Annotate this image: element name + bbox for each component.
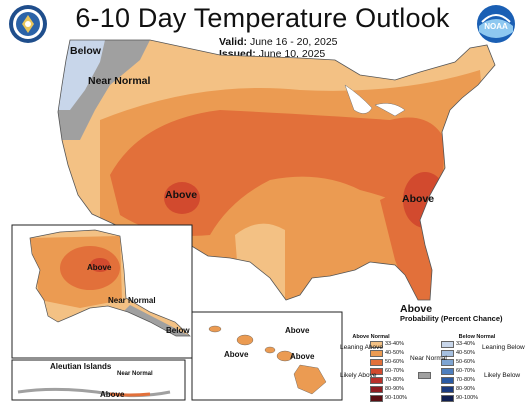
alaska-outline [29,229,191,337]
below-bin-swatch [441,395,454,402]
svg-text:NOAA: NOAA [484,22,508,31]
legend-leaning-below: Leaning Below [482,344,525,351]
above-bin-label: 33-40% [385,341,404,347]
above-bin-swatch [370,341,383,348]
label-hawaii-above-2: Above [224,350,249,359]
below-bin-label: 33-40% [456,341,475,347]
above-bin-swatch [370,377,383,384]
legend-near-normal-label: Near Normal [410,355,447,362]
hawaii-islands [208,325,327,395]
label-near-normal-nw: Near Normal [88,75,151,87]
below-bin-label: 60-70% [456,368,475,374]
label-below-nw: Below [70,45,101,57]
doc-seal-icon [8,4,48,44]
above-bin-swatch [370,386,383,393]
aleutian-above-area [109,392,151,397]
below-bin-label: 80-90% [456,386,475,392]
above-bin-label: 40-50% [385,350,404,356]
label-aleutian-near-normal: Near Normal [117,371,153,377]
below-bin-label: 90-100% [456,395,479,401]
label-aleutian-above: Above [100,390,125,399]
label-alaska-above: Above [87,263,112,272]
above-bin-label: 80-90% [385,386,404,392]
below-bin-label: 40-50% [456,350,475,356]
label-alaska-near-normal: Near Normal [108,296,156,305]
above-bin-label: 50-60% [385,359,404,365]
below-bin-swatch [441,359,454,366]
above-bin-swatch [370,359,383,366]
legend-likely-above: Likely Above [340,372,377,379]
legend-above-header: Above Normal [352,334,390,340]
label-above-east: Above [402,193,435,205]
great-lakes [344,84,406,117]
label-above-west: Above [165,189,198,201]
label-alaska-below: Below [166,326,190,335]
below-bin-label: 50-60% [456,359,475,365]
legend-likely-below: Likely Below [484,372,521,379]
above-bin-label: 90-100% [385,395,408,401]
legend-below-header: Below Normal [458,334,496,340]
noaa-logo-icon: NOAA [476,4,516,44]
below-bin-label: 70-80% [456,377,475,383]
below-bin-swatch [441,350,454,357]
label-hawaii-above-1: Above [285,326,310,335]
above-bin-label: 70-80% [385,377,404,383]
below-bin-swatch [441,341,454,348]
legend-leaning-above: Leaning Above [340,344,384,351]
conus-outline [57,39,496,301]
below-bin-swatch [441,377,454,384]
label-above-south: Above [400,303,433,315]
below-bin-swatch [441,386,454,393]
above-bin-swatch [370,350,383,357]
label-hawaii-above-3: Above [290,352,315,361]
valid-date: June 16 - 20, 2025 [249,36,338,48]
above-bin-label: 60-70% [385,368,404,374]
legend-near-normal-swatch [418,372,431,379]
below-bin-swatch [441,368,454,375]
label-aleutian-title: Aleutian Islands [50,362,112,371]
above-bin-swatch [370,368,383,375]
above-bin-swatch [370,395,383,402]
page-title: 6-10 Day Temperature Outlook [75,3,450,33]
valid-label: Valid: [219,36,248,48]
legend-title: Probability (Percent Chance) [400,314,503,323]
